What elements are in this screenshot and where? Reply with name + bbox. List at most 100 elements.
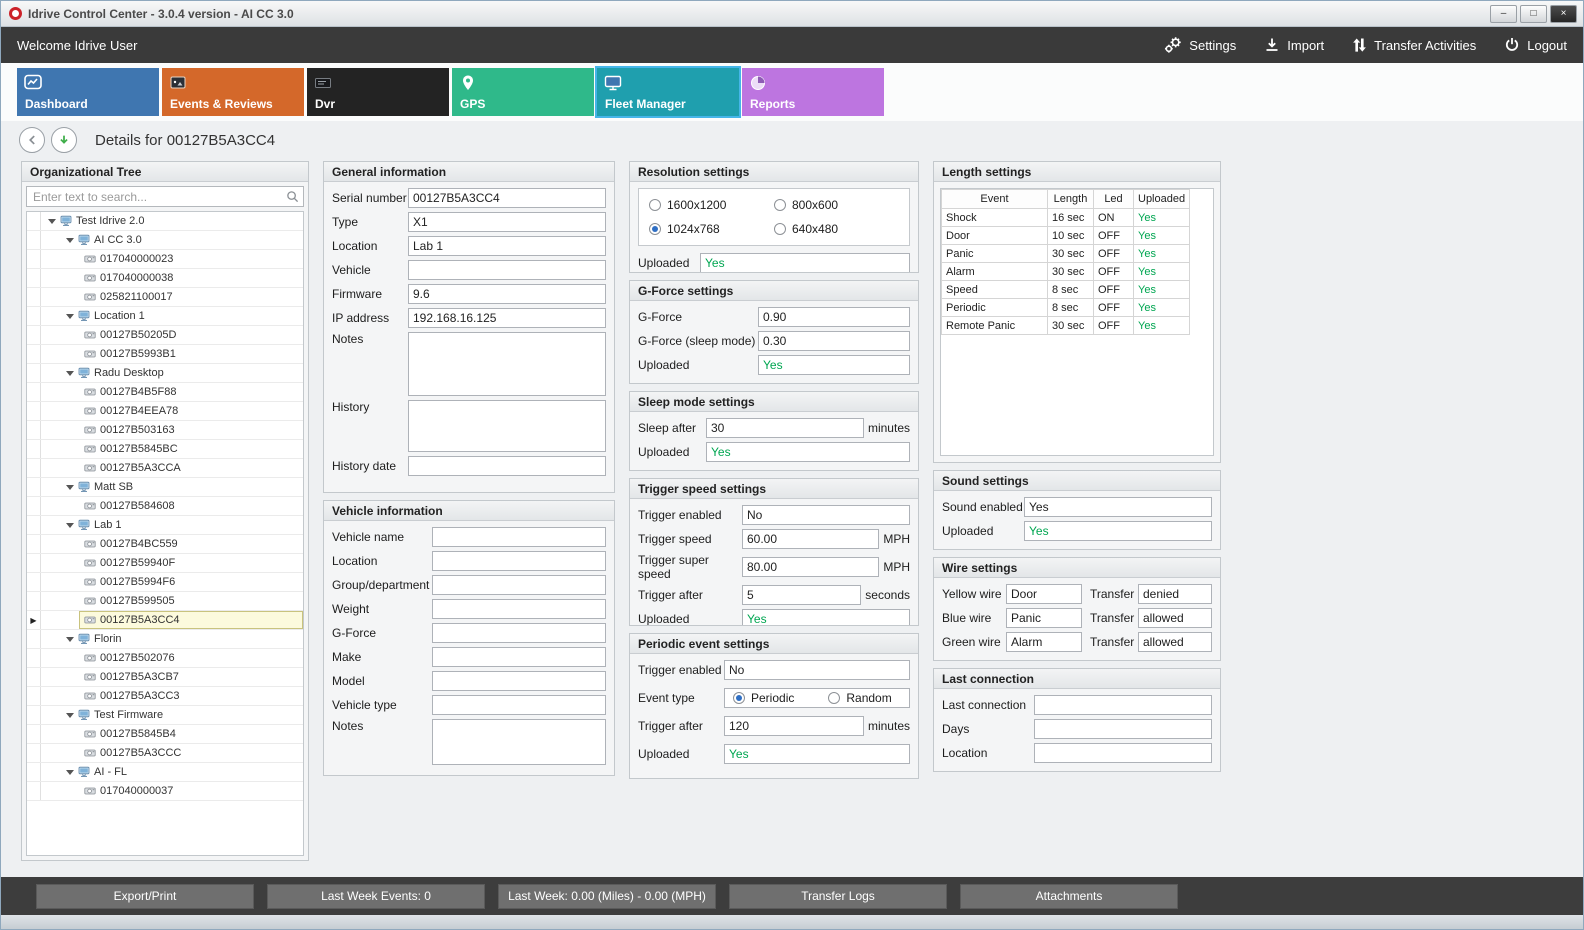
download-details-button[interactable]: [51, 127, 77, 153]
tree-item[interactable]: Florin: [27, 630, 303, 649]
tree-item[interactable]: 017040000037: [27, 782, 303, 801]
tab-events-reviews[interactable]: Events & Reviews: [162, 68, 304, 116]
text-input[interactable]: [408, 260, 606, 280]
event-type-radio-option[interactable]: Periodic: [733, 691, 794, 705]
tree-item[interactable]: Matt SB: [27, 478, 303, 497]
tab-dashboard[interactable]: Dashboard: [17, 68, 159, 116]
back-button[interactable]: [19, 127, 45, 153]
text-input[interactable]: [408, 456, 606, 476]
maximize-button[interactable]: □: [1520, 4, 1547, 23]
tree-item[interactable]: Lab 1: [27, 516, 303, 535]
bottom-bar-button[interactable]: Last Week Events: 0: [267, 883, 485, 909]
transfer-input[interactable]: denied: [1138, 584, 1212, 604]
event-type-radio-option[interactable]: Random: [828, 691, 892, 705]
tree-item[interactable]: 00127B4EEA78: [27, 402, 303, 421]
expand-collapse-icon[interactable]: [66, 769, 74, 775]
text-input[interactable]: Yes: [742, 609, 910, 625]
tree-item[interactable]: AI CC 3.0: [27, 231, 303, 250]
text-input[interactable]: No: [742, 505, 910, 525]
text-input[interactable]: Yes: [706, 442, 910, 462]
resolution-radio-option[interactable]: 640x480: [774, 222, 899, 236]
text-input[interactable]: [432, 551, 606, 571]
expand-collapse-icon[interactable]: [66, 237, 74, 243]
tree-item[interactable]: 00127B59940F: [27, 554, 303, 573]
text-input[interactable]: [1034, 695, 1212, 715]
text-input[interactable]: [432, 647, 606, 667]
text-input[interactable]: [432, 671, 606, 691]
tree-item[interactable]: 00127B599505: [27, 592, 303, 611]
expand-collapse-icon[interactable]: [66, 370, 74, 376]
expand-collapse-icon[interactable]: [66, 636, 74, 642]
tab-reports[interactable]: Reports: [742, 68, 884, 116]
settings-button[interactable]: Settings: [1164, 36, 1236, 54]
tree-item[interactable]: Test Firmware: [27, 706, 303, 725]
transfer-activities-button[interactable]: Transfer Activities: [1352, 37, 1476, 53]
text-input[interactable]: 120: [724, 716, 864, 736]
expand-collapse-icon[interactable]: [66, 313, 74, 319]
resolution-radio-option[interactable]: 1600x1200: [649, 198, 774, 212]
resolution-radio-option[interactable]: 1024x768: [649, 222, 774, 236]
tree-item[interactable]: Location 1: [27, 307, 303, 326]
text-input[interactable]: 192.168.16.125: [408, 308, 606, 328]
tab-dvr[interactable]: Dvr: [307, 68, 449, 116]
search-input[interactable]: [26, 186, 304, 207]
expand-collapse-icon[interactable]: [66, 712, 74, 718]
text-input[interactable]: Yes: [724, 744, 910, 764]
tree-item[interactable]: 00127B4BC559: [27, 535, 303, 554]
logout-button[interactable]: Logout: [1504, 37, 1567, 53]
tree-item[interactable]: 025821100017: [27, 288, 303, 307]
text-input[interactable]: Yes: [700, 253, 910, 272]
text-input[interactable]: 80.00: [742, 557, 880, 577]
text-input[interactable]: [432, 719, 606, 765]
transfer-input[interactable]: allowed: [1138, 632, 1212, 652]
bottom-bar-button[interactable]: Last Week: 0.00 (Miles) - 0.00 (MPH): [498, 883, 716, 909]
tree-item[interactable]: 00127B4B5F88: [27, 383, 303, 402]
resolution-radio-option[interactable]: 800x600: [774, 198, 899, 212]
text-input[interactable]: [408, 332, 606, 396]
tree-item[interactable]: 017040000023: [27, 250, 303, 269]
text-input[interactable]: 00127B5A3CC4: [408, 188, 606, 208]
transfer-input[interactable]: allowed: [1138, 608, 1212, 628]
wire-event-input[interactable]: Alarm: [1006, 632, 1082, 652]
tree-item[interactable]: Radu Desktop: [27, 364, 303, 383]
tree-item[interactable]: 00127B5993B1: [27, 345, 303, 364]
text-input[interactable]: 0.30: [758, 331, 910, 351]
bottom-bar-button[interactable]: Attachments: [960, 883, 1178, 909]
text-input[interactable]: 0.90: [758, 307, 910, 327]
text-input[interactable]: 60.00: [742, 529, 880, 549]
text-input[interactable]: Yes: [1024, 521, 1212, 541]
text-input[interactable]: [1034, 719, 1212, 739]
text-input[interactable]: [432, 575, 606, 595]
expand-collapse-icon[interactable]: [66, 484, 74, 490]
tree-item[interactable]: 00127B5A3CB7: [27, 668, 303, 687]
tree-item[interactable]: Test Idrive 2.0: [27, 212, 303, 231]
text-input[interactable]: 9.6: [408, 284, 606, 304]
wire-event-input[interactable]: Door: [1006, 584, 1082, 604]
text-input[interactable]: 5: [742, 585, 862, 605]
bottom-bar-button[interactable]: Export/Print: [36, 883, 254, 909]
tree-item[interactable]: 00127B5A3CC3: [27, 687, 303, 706]
close-button[interactable]: ×: [1550, 4, 1577, 23]
text-input[interactable]: 30: [706, 418, 864, 438]
tree-item[interactable]: 00127B5A3CC4: [27, 611, 303, 630]
text-input[interactable]: [432, 623, 606, 643]
tree-item[interactable]: 00127B503163: [27, 421, 303, 440]
tree-item[interactable]: 00127B502076: [27, 649, 303, 668]
tree-item[interactable]: AI - FL: [27, 763, 303, 782]
import-button[interactable]: Import: [1264, 37, 1324, 53]
tree-item[interactable]: 00127B5A3CCA: [27, 459, 303, 478]
minimize-button[interactable]: –: [1490, 4, 1517, 23]
expand-collapse-icon[interactable]: [66, 522, 74, 528]
tree-item[interactable]: 00127B5A3CCC: [27, 744, 303, 763]
text-input[interactable]: Yes: [1024, 497, 1212, 517]
tree-item[interactable]: 00127B50205D: [27, 326, 303, 345]
tree-item[interactable]: 00127B584608: [27, 497, 303, 516]
text-input[interactable]: [432, 527, 606, 547]
text-input[interactable]: [432, 599, 606, 619]
text-input[interactable]: No: [724, 660, 910, 680]
text-input[interactable]: [432, 695, 606, 715]
text-input[interactable]: [1034, 743, 1212, 763]
tree-item[interactable]: 00127B5845B4: [27, 725, 303, 744]
tree-item[interactable]: 00127B5845BC: [27, 440, 303, 459]
bottom-bar-button[interactable]: Transfer Logs: [729, 883, 947, 909]
